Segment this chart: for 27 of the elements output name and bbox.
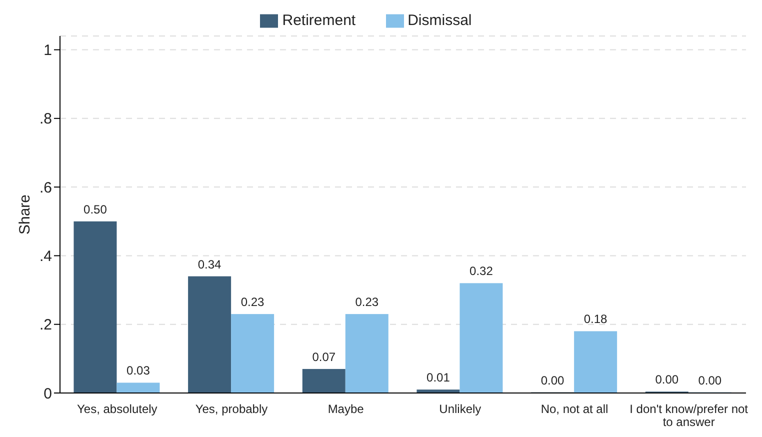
x-tick-label: Yes, probably [195, 402, 268, 416]
y-tick-label: .4 [39, 248, 52, 266]
data-label: 0.23 [355, 295, 379, 310]
y-tick-label: .2 [39, 316, 52, 334]
legend-label: Dismissal [408, 12, 472, 29]
legend-label: Retirement [282, 12, 356, 29]
data-label: 0.00 [540, 373, 565, 388]
data-label: 0.00 [655, 372, 679, 387]
y-axis-title: Share [16, 194, 34, 235]
data-label: 0.07 [312, 350, 336, 364]
data-label: 0.23 [240, 295, 265, 310]
data-label: 0.00 [698, 373, 722, 388]
y-tick-label: .6 [39, 179, 52, 196]
x-tick-label: I don't know/prefer not to answer [630, 402, 749, 429]
y-tick-label: 1 [44, 42, 52, 60]
x-tick-label: Yes, absolutely [77, 402, 158, 416]
x-tick-label: Unlikely [439, 402, 482, 416]
y-tick-label: 0 [44, 385, 52, 402]
data-label: 0.01 [426, 370, 450, 385]
data-label: 0.32 [470, 264, 494, 278]
data-label: 0.18 [584, 312, 608, 326]
data-label: 0.34 [198, 257, 222, 272]
x-tick-label: No, not at all [540, 402, 608, 416]
y-tick-label: .8 [39, 110, 52, 128]
x-tick-label: Maybe [328, 402, 364, 416]
data-label: 0.03 [126, 364, 150, 378]
data-label: 0.50 [84, 202, 108, 216]
